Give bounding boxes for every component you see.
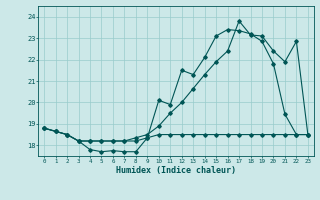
X-axis label: Humidex (Indice chaleur): Humidex (Indice chaleur): [116, 166, 236, 175]
